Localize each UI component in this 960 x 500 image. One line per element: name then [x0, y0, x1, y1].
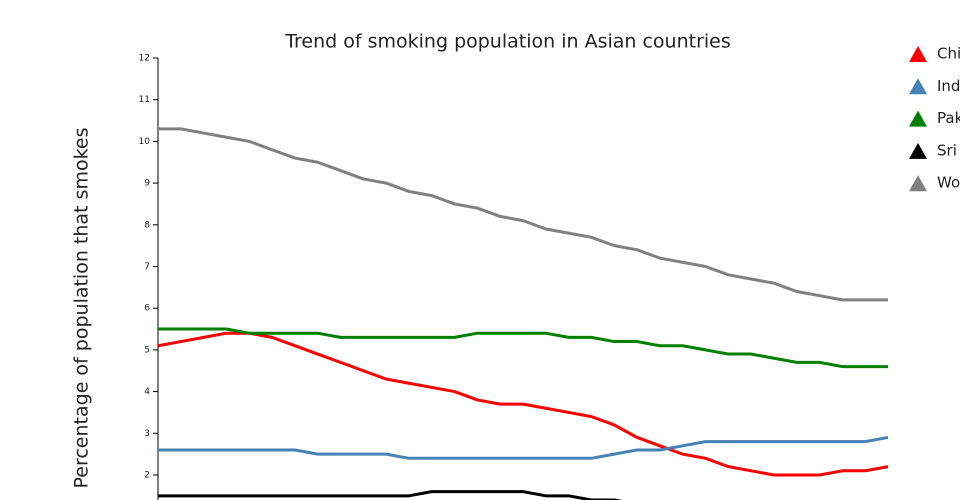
y-tick-label: 10: [139, 137, 151, 147]
plot-area: [157, 127, 889, 500]
legend-symbol: [909, 142, 927, 159]
line-series: [158, 127, 888, 302]
y-tick-label: 9: [144, 179, 150, 189]
line-series: [158, 327, 888, 369]
y-axis-label: Percentage of population that smokes: [71, 128, 93, 489]
y-tick-label: 2: [144, 470, 150, 480]
legend-label: Sri: [937, 141, 957, 159]
legend-label: Pak: [937, 109, 960, 127]
legend-label: Wo: [937, 174, 960, 192]
legend-symbol: [909, 175, 927, 192]
y-tick-label: 3: [144, 429, 150, 439]
legend-label: Ind: [937, 77, 960, 95]
legend-symbol: [909, 78, 927, 95]
legend-symbol: [909, 110, 927, 127]
y-tick-label: 5: [144, 345, 150, 355]
legend-label: Chi: [937, 45, 960, 63]
y-tick-label: 4: [144, 387, 150, 397]
y-tick-label: 6: [144, 304, 150, 314]
line-series: [157, 331, 889, 477]
chart-title: Trend of smoking population in Asian cou…: [284, 31, 731, 53]
y-tick-label: 11: [139, 95, 150, 105]
legend-symbol: [909, 46, 927, 62]
y-tick-label: 12: [139, 54, 150, 64]
y-tick-label: 8: [144, 220, 150, 230]
line-series: [158, 490, 623, 500]
line-series: [158, 435, 889, 460]
y-tick-label: 7: [144, 262, 150, 272]
